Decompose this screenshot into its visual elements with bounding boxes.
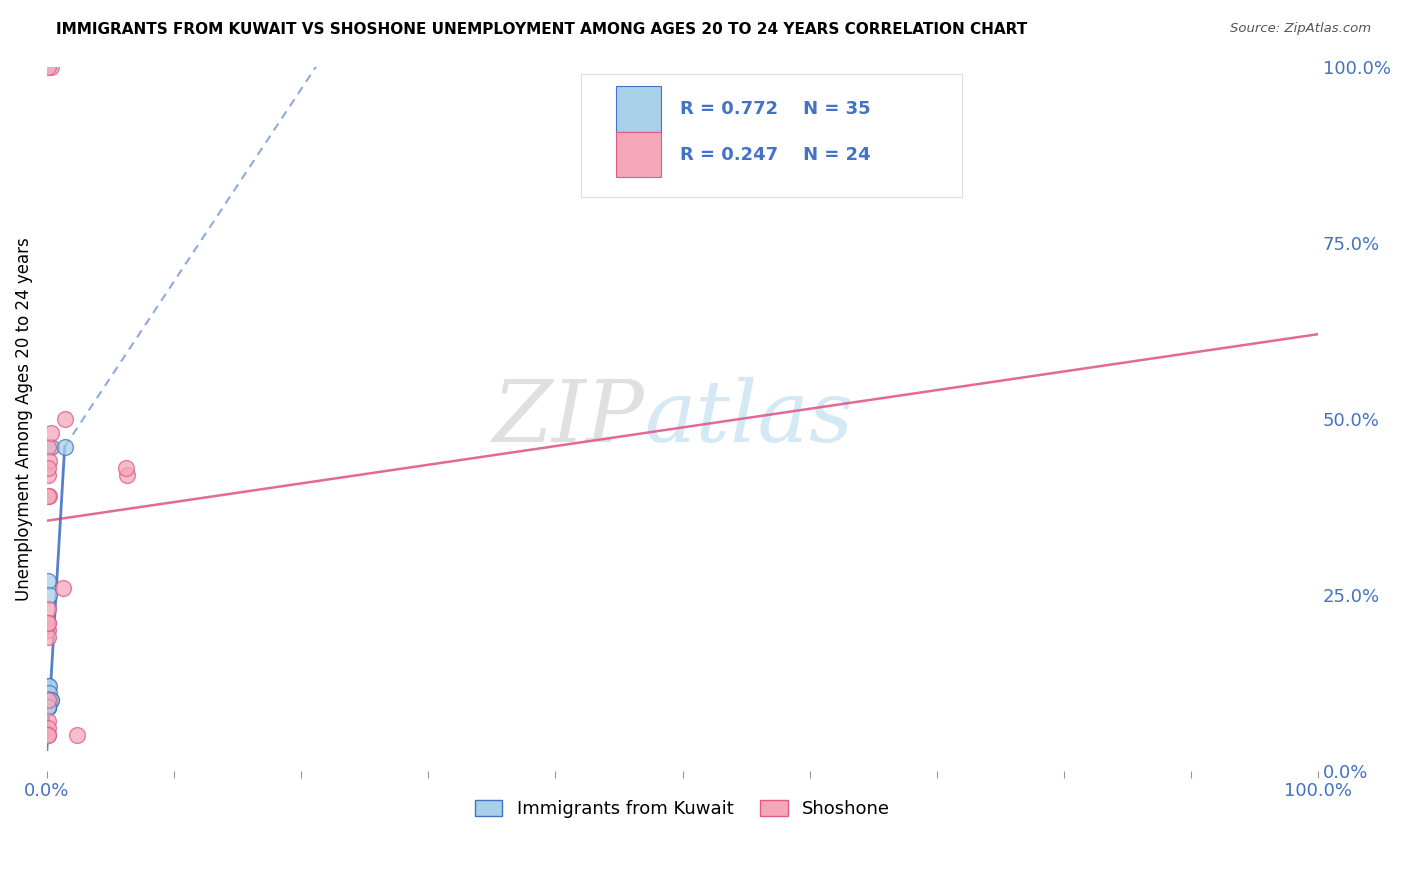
FancyBboxPatch shape (616, 86, 661, 132)
Point (37, 615, 59, 630)
Point (53, 411, 76, 425)
Text: R = 0.772    N = 35: R = 0.772 N = 35 (681, 100, 870, 118)
Point (37, 630, 59, 644)
Point (37, 693, 59, 707)
Point (37, 693, 59, 707)
Point (37, 700, 59, 714)
Point (39, 60, 62, 74)
Point (38, 588, 60, 602)
FancyBboxPatch shape (581, 74, 962, 197)
Point (39, 693, 62, 707)
Point (38, 693, 60, 707)
Point (53, 440, 76, 454)
Text: ZIP: ZIP (492, 377, 644, 460)
Text: IMMIGRANTS FROM KUWAIT VS SHOSHONE UNEMPLOYMENT AMONG AGES 20 TO 24 YEARS CORREL: IMMIGRANTS FROM KUWAIT VS SHOSHONE UNEMP… (56, 22, 1028, 37)
Legend: Immigrants from Kuwait, Shoshone: Immigrants from Kuwait, Shoshone (468, 792, 897, 825)
Point (37, 693, 59, 707)
Point (37, 693, 59, 707)
Point (38, 679, 60, 693)
Point (38, 454, 60, 468)
Point (37, 693, 59, 707)
Point (38, 693, 60, 707)
Point (37, 700, 59, 714)
Point (38, 693, 60, 707)
Point (37, 700, 59, 714)
Point (52, 581, 75, 595)
Point (37, 693, 59, 707)
Point (37, 700, 59, 714)
Point (38, 693, 60, 707)
Point (37, 700, 59, 714)
Point (37, 693, 59, 707)
Point (115, 467, 138, 482)
Point (37, 489, 59, 503)
Point (37, 574, 59, 588)
Point (38, 693, 60, 707)
Point (39, 425, 62, 440)
Point (37, 693, 59, 707)
Text: atlas: atlas (644, 377, 853, 460)
Point (38, 489, 60, 503)
FancyBboxPatch shape (616, 132, 661, 178)
Point (37, 601, 59, 615)
Point (37, 700, 59, 714)
Point (37, 693, 59, 707)
Point (38, 686, 60, 700)
Point (114, 461, 136, 475)
Point (37, 679, 59, 693)
Point (37, 615, 59, 630)
Point (37, 700, 59, 714)
Point (39, 440, 62, 454)
Point (37, 700, 59, 714)
Point (37, 467, 59, 482)
Point (37, 623, 59, 637)
Text: Source: ZipAtlas.com: Source: ZipAtlas.com (1230, 22, 1371, 36)
Point (37, 729, 59, 743)
Point (37, 729, 59, 743)
Point (37, 60, 59, 74)
Point (37, 461, 59, 475)
Point (37, 722, 59, 736)
Point (66, 729, 89, 743)
Y-axis label: Unemployment Among Ages 20 to 24 years: Unemployment Among Ages 20 to 24 years (15, 236, 32, 600)
Point (37, 693, 59, 707)
Text: R = 0.247    N = 24: R = 0.247 N = 24 (681, 145, 870, 163)
Point (37, 693, 59, 707)
Point (37, 700, 59, 714)
Point (37, 440, 59, 454)
Point (38, 693, 60, 707)
Point (37, 714, 59, 729)
Point (37, 693, 59, 707)
Point (39, 693, 62, 707)
